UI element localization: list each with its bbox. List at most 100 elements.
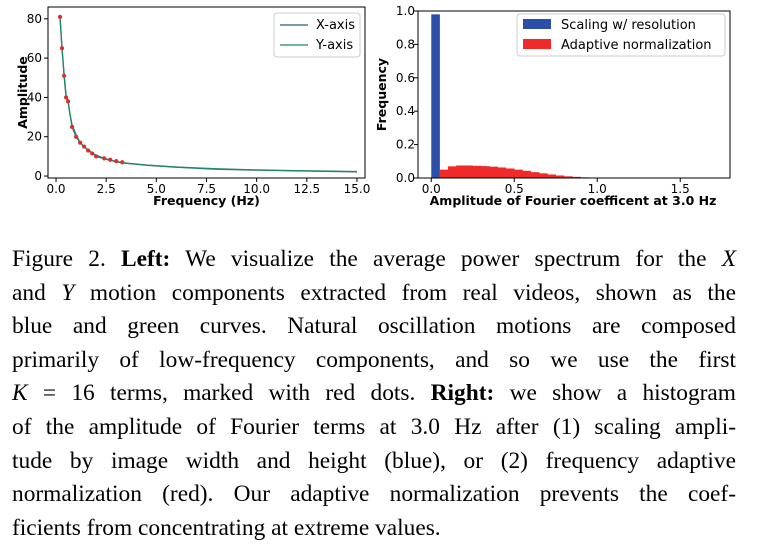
right-histogram-bar-1 (530, 172, 540, 178)
left-marker-point (102, 156, 107, 161)
right-x-tick-label: 0.5 (505, 182, 524, 196)
left-marker-point (114, 158, 119, 164)
right-legend: Scaling w/ resolution Adaptive normalizat… (516, 13, 726, 57)
right-histogram-bar-1 (547, 174, 557, 178)
right-y-tick-label: 0.2 (396, 138, 415, 152)
left-y-axis-label: Amplitude (15, 56, 30, 129)
right-y-tick-label: 0.8 (396, 37, 415, 51)
left-marker-point (82, 144, 87, 149)
right-legend-swatch (523, 39, 551, 49)
left-marker-point (86, 148, 91, 153)
right-histogram-bar-1 (522, 170, 532, 178)
caption-line: normalization (red). Our adaptive normal… (12, 478, 736, 512)
right-legend-box (516, 13, 726, 57)
caption-line: and Y motion components extracted from r… (12, 277, 736, 311)
caption-math-symbol: K (12, 380, 28, 407)
caption-text: Figure 2. (12, 246, 121, 272)
left-x-axis-label: Frequency (Hz) (153, 193, 260, 208)
left-marker-point (65, 99, 71, 104)
left-marker-point (94, 154, 99, 159)
caption-text: ficients from concentrating at extreme v… (12, 514, 441, 541)
left-marker-point (57, 14, 63, 19)
left-x-tick-label: 15.0 (344, 182, 371, 196)
caption-math-symbol: X (721, 246, 736, 272)
left-marker-point (78, 140, 83, 145)
right-y-tick-label: 1.0 (396, 4, 415, 18)
left-legend-label: Y-axis (315, 38, 353, 53)
right-histogram-bar-1 (505, 168, 515, 178)
right-x-tick-label: 1.5 (671, 182, 690, 196)
caption-line: Figure 2. Left: We visualize the average… (12, 243, 736, 277)
right-histogram-bar-1 (472, 165, 482, 178)
right-histogram-bar-1 (489, 166, 498, 178)
left-x-tick-label: 5.0 (147, 182, 166, 196)
caption-text: and (12, 279, 62, 306)
left-marker-point (73, 134, 79, 139)
left-x-tick-label: 0.0 (46, 182, 65, 196)
left-y-tick-label: 80 (27, 12, 42, 26)
right-y-tick-label: 0.0 (396, 171, 415, 185)
left-marker-point (108, 157, 113, 162)
right-histogram-bar-0 (431, 14, 440, 179)
right-x-tick-label: 0.0 (422, 182, 441, 196)
right-histogram-bar-1 (555, 175, 565, 178)
right-y-axis-label: Frequency (374, 58, 389, 131)
right-histogram-bar-1 (539, 173, 548, 178)
left-marker-point (61, 73, 67, 78)
caption-text: motion components extracted from real vi… (74, 279, 736, 306)
left-power-spectrum-chart: 0.0 2.5 5.0 7.5 10.0 12.5 15.0 0 20 40 60 80 Frequen… (15, 6, 371, 208)
left-legend-label: X-axis (316, 18, 355, 33)
caption-bold-text: Left: (121, 246, 171, 272)
right-histogram-bar-1 (564, 176, 573, 178)
left-x-tick-label: 2.5 (97, 182, 116, 196)
caption-text: = 16 terms, marked with red dots. (27, 380, 431, 407)
figure-charts: 0.0 2.5 5.0 7.5 10.0 12.5 15.0 0 20 40 60 80 Frequen… (15, 4, 731, 208)
right-legend-label: Adaptive normalization (561, 38, 712, 53)
right-histogram-bar-1 (456, 165, 465, 178)
caption-text: normalization (red). Our adaptive normal… (12, 481, 736, 508)
right-histogram-bar-1 (497, 167, 507, 178)
left-y-tick-label: 60 (27, 51, 42, 65)
left-marker-point (59, 46, 65, 51)
left-y-tick-label: 20 (27, 130, 42, 144)
figure-2: 0.0 2.5 5.0 7.5 10.0 12.5 15.0 0 20 40 60 80 Frequen… (0, 0, 759, 215)
figure-caption: Figure 2. Left: We visualize the average… (12, 243, 736, 545)
caption-text: We visualize the average power spectrum … (170, 246, 722, 272)
caption-line: of the amplitude of Fourier terms at 3.0… (12, 411, 736, 445)
caption-bold-text: Right: (430, 380, 495, 407)
right-y-tick-label: 0.6 (396, 71, 415, 85)
right-plot-frame (417, 10, 731, 179)
caption-line: K = 16 terms, marked with red dots. Righ… (12, 377, 736, 411)
left-y-tick-label: 40 (27, 90, 42, 104)
left-marker-point (120, 160, 125, 165)
left-legend-box (273, 12, 361, 58)
caption-line: primarily of low-frequency components, a… (12, 344, 736, 378)
right-x-tick-label: 1.0 (588, 182, 607, 196)
right-legend-label: Scaling w/ resolution (561, 18, 696, 33)
caption-text: of the amplitude of Fourier terms at 3.0… (12, 413, 736, 440)
right-histogram-chart: 0.0 0.5 1.0 1.50.00.20.40.60.81.0Amplitude … (374, 4, 731, 208)
left-x-tick-label: 7.5 (197, 182, 216, 196)
right-legend-swatch (523, 19, 551, 29)
right-histogram-bar-1 (514, 169, 523, 178)
right-histogram-bar-1 (447, 166, 457, 178)
right-x-axis-label: Amplitude of Fourier coefficent at 3.0 H… (430, 193, 717, 208)
right-histogram-bar-1 (481, 166, 490, 178)
caption-line: blue and green curves. Natural oscillati… (12, 310, 736, 344)
caption-line: ficients from concentrating at extreme v… (12, 512, 736, 546)
left-legend: X-axis Y-axis (273, 12, 361, 58)
left-x-tick-label: 10.0 (243, 182, 270, 196)
left-y-tick-label: 0 (34, 169, 42, 183)
left-marker-point (63, 95, 69, 100)
caption-line: tude by image width and height (blue), o… (12, 445, 736, 479)
right-y-tick-label: 0.4 (396, 104, 415, 118)
caption-text: we show a histogram (494, 380, 736, 407)
left-x-tick-label: 12.5 (293, 182, 320, 196)
left-marker-point (69, 124, 75, 129)
right-histogram-bar-1 (464, 165, 474, 178)
caption-math-symbol: Y (61, 279, 75, 306)
right-histogram-bar-1 (439, 169, 449, 178)
caption-text: tude by image width and height (blue), o… (12, 447, 736, 474)
right-histogram-bar-1 (572, 176, 581, 178)
caption-text: blue and green curves. Natural oscillati… (12, 313, 736, 340)
